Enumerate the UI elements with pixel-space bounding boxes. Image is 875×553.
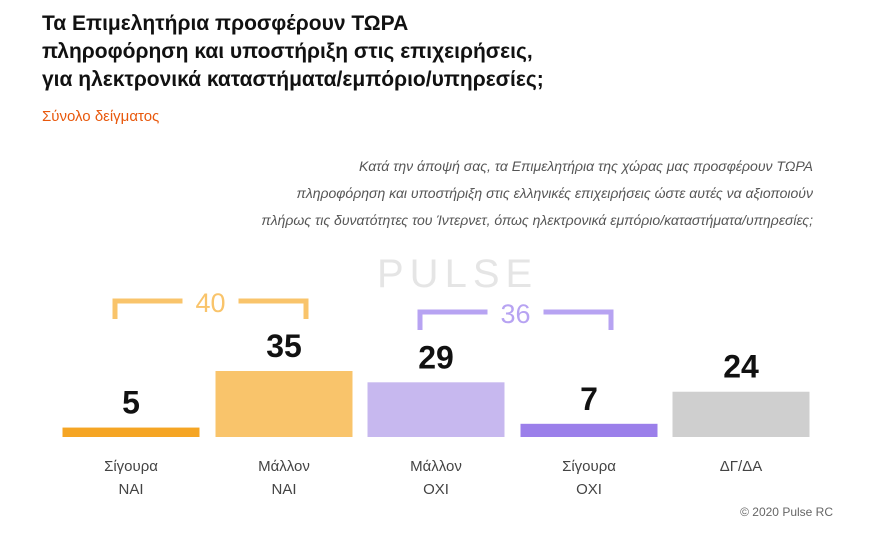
bar-3 — [367, 382, 505, 437]
bar-2 — [215, 371, 353, 437]
copyright-text: © 2020 Pulse RC — [740, 505, 833, 519]
value-label-2: 35 — [266, 328, 302, 364]
question-line-1: Κατά την άποψή σας, τα Επιμελητήρια της … — [359, 158, 813, 174]
title-line-1: Τα Επιμελητήρια προσφέρουν ΤΩΡΑ — [42, 12, 409, 35]
bar-1 — [62, 427, 200, 437]
group-bracket-right-2 — [543, 309, 614, 330]
group-bracket-left-2 — [417, 309, 488, 330]
value-label-3: 29 — [418, 339, 454, 375]
bar-4 — [520, 423, 658, 437]
category-label-2-1: Μάλλον — [258, 458, 310, 475]
category-label-3-2: ΟΧΙ — [423, 481, 449, 498]
category-label-1-1: Σίγουρα — [104, 458, 158, 475]
title-line-2: πληροφόρηση και υποστήριξη στις επιχειρή… — [42, 40, 533, 63]
group-bracket-left-1 — [112, 298, 183, 319]
value-label-4: 7 — [580, 381, 598, 417]
category-label-1-2: ΝΑΙ — [118, 481, 143, 498]
chart-title: Τα Επιμελητήρια προσφέρουν ΤΩΡΑ πληροφόρ… — [42, 10, 742, 94]
question-line-2: πληροφόρηση και υποστήριξη στις ελληνικέ… — [296, 185, 813, 201]
category-label-3-1: Μάλλον — [410, 458, 462, 475]
pulse-watermark: PULSE — [377, 252, 539, 296]
survey-question: Κατά την άποψή σας, τα Επιμελητήρια της … — [53, 153, 813, 234]
category-label-4-1: Σίγουρα — [562, 458, 616, 475]
title-line-3: για ηλεκτρονικά καταστήματα/εμπόριο/υπηρ… — [42, 68, 544, 91]
value-label-5: 24 — [723, 349, 759, 385]
group-bracket-right-1 — [238, 298, 309, 319]
category-label-5-1: ΔΓ/ΔΑ — [720, 458, 762, 475]
category-label-2-2: ΝΑΙ — [271, 481, 296, 498]
group-total-label-2: 36 — [500, 299, 530, 329]
bar-5 — [672, 391, 810, 437]
question-line-3: πλήρως τις δυνατότητες του Ίντερνετ, όπω… — [261, 212, 813, 228]
value-label-1: 5 — [122, 385, 140, 421]
group-total-label-1: 40 — [195, 288, 225, 318]
chart-subtitle: Σύνολο δείγματος — [42, 108, 160, 125]
category-label-4-2: ΟΧΙ — [576, 481, 602, 498]
